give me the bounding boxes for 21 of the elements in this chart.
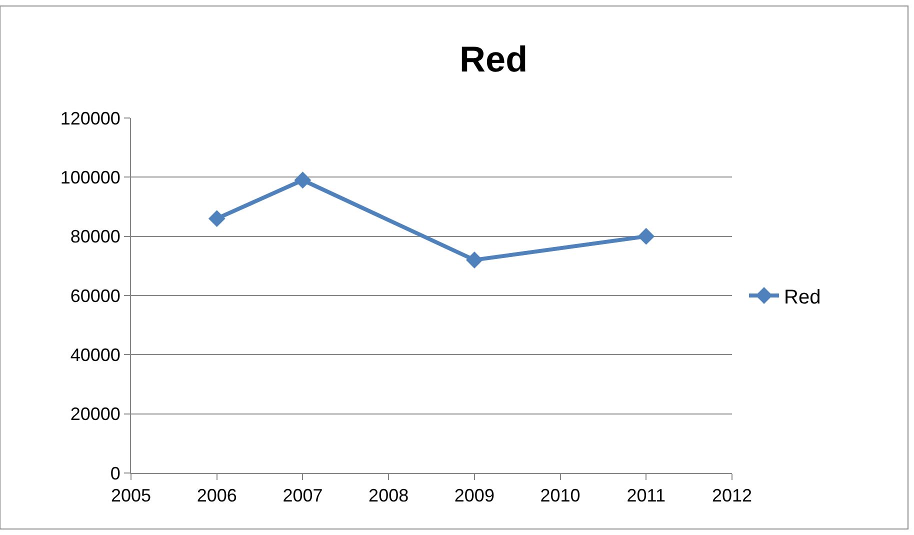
x-tick-label: 2008 (368, 486, 409, 506)
y-tick-label: 40000 (70, 344, 120, 365)
point (638, 228, 655, 245)
x-tick-label: 2006 (196, 486, 237, 506)
x-tick-label: 2011 (626, 486, 666, 506)
point (294, 172, 312, 189)
chart-title: Red (460, 38, 528, 80)
point (208, 210, 226, 228)
y-tick-label: 80000 (70, 226, 120, 247)
legend-label: Red (784, 286, 821, 308)
y-tick-label: 20000 (70, 404, 120, 424)
y-tick-label: 60000 (70, 286, 120, 306)
y-tick-label: 0 (110, 463, 120, 484)
x-tick-label: 2009 (454, 486, 494, 506)
x-tick-label: 2010 (540, 486, 580, 506)
x-tick-label: 2005 (110, 486, 152, 506)
y-tick-label: 100000 (60, 167, 120, 188)
point (466, 252, 483, 268)
x-tick-label: 2007 (282, 486, 323, 506)
x-tick-label: 2012 (712, 486, 752, 506)
y-tick-label: 120000 (60, 108, 120, 128)
